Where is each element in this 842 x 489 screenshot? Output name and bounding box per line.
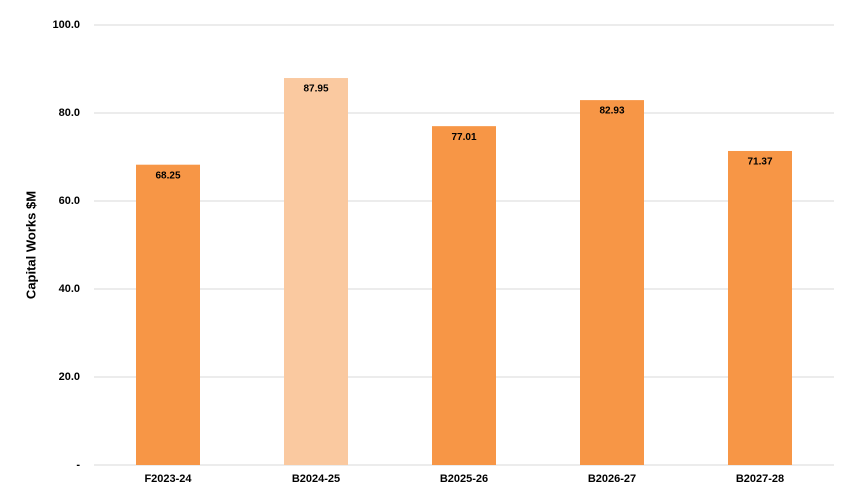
data-label: 68.25 [155, 170, 180, 181]
x-tick-label: B2025-26 [440, 473, 488, 485]
x-tick-label: B2027-28 [736, 473, 784, 485]
bar [728, 150, 792, 466]
y-tick-label: 40.0 [59, 283, 80, 295]
x-tick-label: B2024-25 [292, 473, 340, 485]
data-label: 87.95 [303, 84, 328, 95]
y-tick-label: 20.0 [59, 371, 80, 383]
bar [432, 126, 496, 465]
bar [580, 100, 644, 465]
x-tick-label: B2026-27 [588, 473, 636, 485]
y-tick-label: 100.0 [52, 19, 80, 31]
y-tick-label: - [76, 459, 80, 471]
data-label: 77.01 [451, 132, 476, 143]
data-label: 71.37 [747, 157, 772, 168]
data-label: 82.93 [599, 106, 624, 117]
y-tick-label: 80.0 [59, 107, 80, 119]
bar [136, 164, 200, 465]
bar [284, 78, 348, 466]
x-tick-label: F2023-24 [144, 473, 192, 485]
y-axis-label: Capital Works $M [23, 191, 38, 299]
y-tick-label: 60.0 [59, 195, 80, 207]
